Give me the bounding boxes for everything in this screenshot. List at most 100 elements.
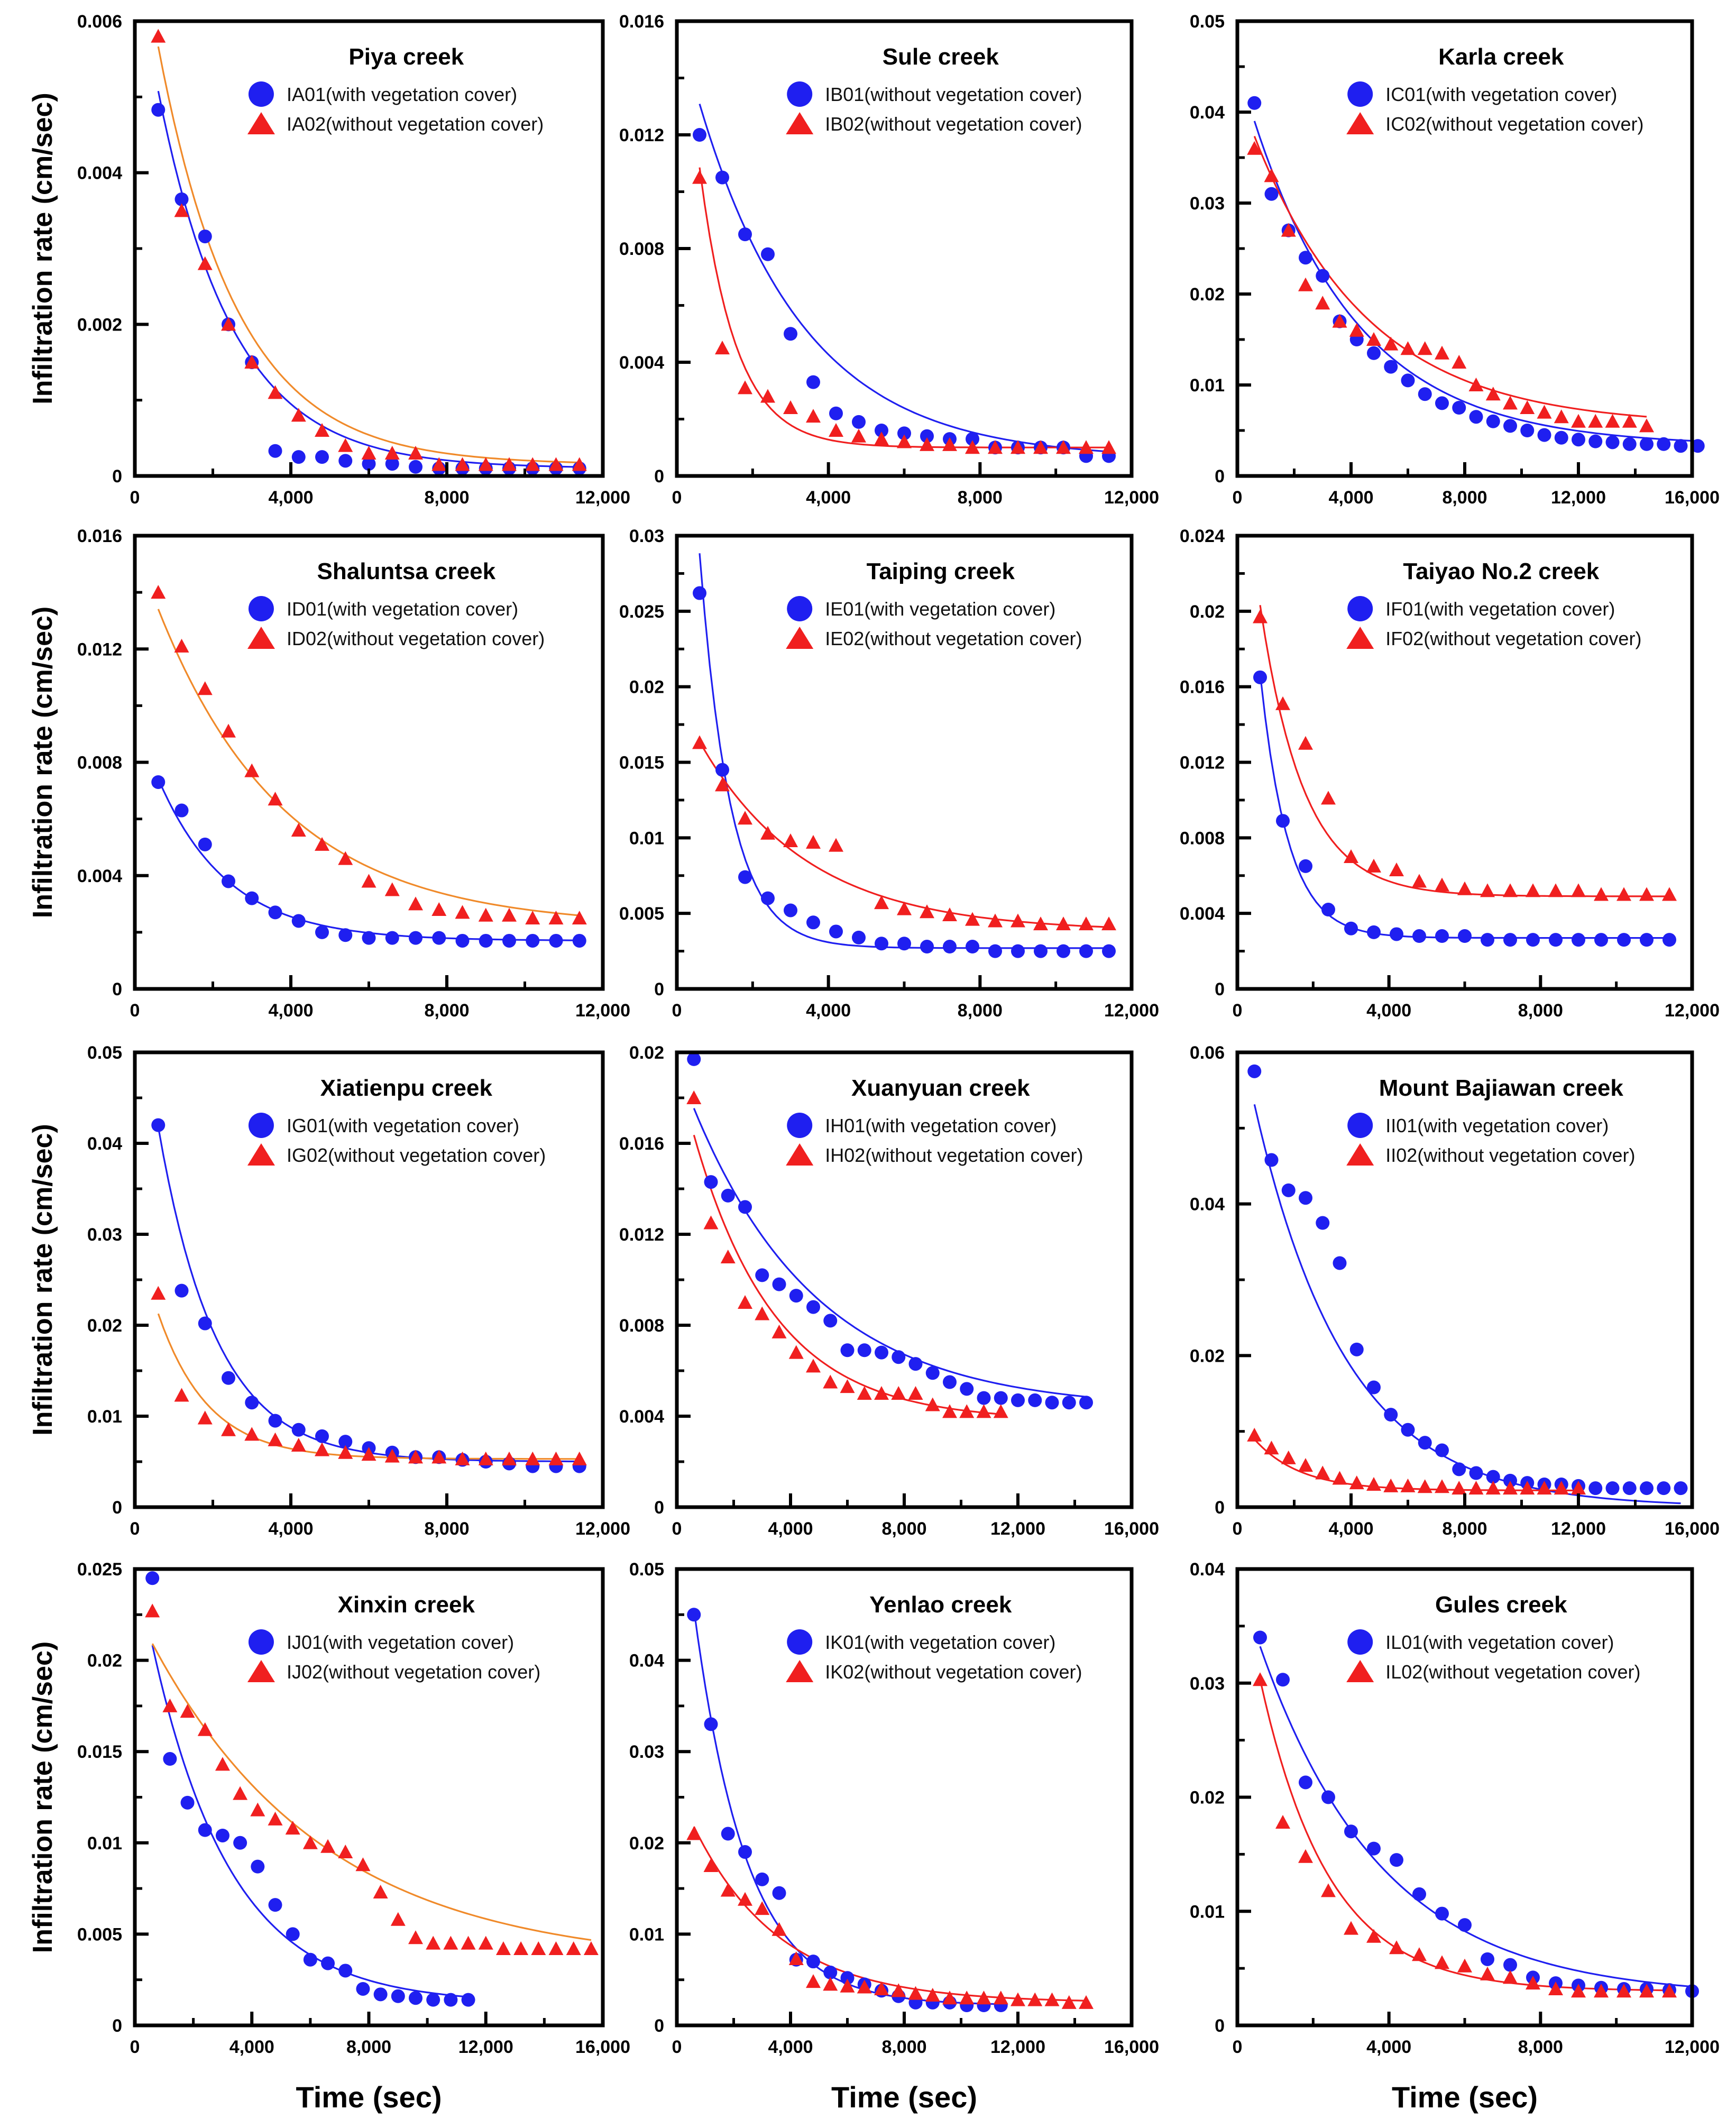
x-tick-label: 4,000 [806, 488, 851, 508]
data-point [548, 1941, 564, 1956]
data-point [925, 1397, 940, 1411]
y-tick-label: 0.024 [1180, 526, 1225, 546]
chart-title: Taiping creek [867, 558, 1015, 584]
data-point [443, 1935, 458, 1950]
chart-panel: 0 4,000 8,000 12,000 0 0.005 0.01 0.015 0.02 0.02… [619, 526, 1159, 1021]
data-point [715, 341, 730, 355]
data-point [1435, 1955, 1449, 1969]
data-point [384, 882, 400, 896]
fit-curve [693, 1108, 1087, 1398]
data-point [151, 29, 166, 43]
data-point [1418, 387, 1432, 401]
data-point [738, 380, 752, 395]
data-point [1033, 440, 1048, 454]
x-tick-label: 12,000 [575, 1001, 630, 1021]
data-point [291, 914, 306, 928]
data-point [783, 400, 798, 414]
data-point [1366, 1929, 1381, 1943]
chart-panel: 0 4,000 8,000 12,000 16,000 0 0.005 0.01 0.015 0.… [27, 1560, 630, 2114]
data-point [789, 1289, 803, 1303]
data-point [1349, 1475, 1364, 1490]
data-point [840, 1379, 855, 1393]
y-tick-label: 0.04 [87, 1134, 122, 1154]
data-point [1102, 944, 1116, 958]
data-point [338, 851, 353, 865]
y-tick-label: 0.06 [1190, 1043, 1225, 1063]
legend-label: IG01(with vegetation cover) [287, 1115, 519, 1136]
data-point [703, 1858, 719, 1872]
data-point [1639, 418, 1654, 433]
data-point [1554, 430, 1568, 445]
y-tick-label: 0.02 [1190, 1788, 1225, 1808]
data-point [338, 438, 353, 452]
data-point [829, 838, 843, 852]
chart-title: Shaluntsa creek [317, 558, 496, 584]
data-point [738, 1892, 752, 1906]
fit-curve [699, 104, 1109, 453]
data-point [761, 891, 775, 905]
x-tick-label: 8,000 [1442, 1519, 1487, 1539]
y-axis-label: Infiltration rate (cm/sec) [27, 93, 58, 404]
x-axis-label: Time (sec) [296, 2080, 442, 2114]
data-point [461, 1993, 475, 2007]
data-point [1299, 1775, 1312, 1790]
data-point [1367, 1841, 1381, 1856]
data-point [1452, 355, 1467, 369]
data-point [857, 1343, 871, 1357]
data-point [583, 1941, 599, 1956]
data-point [1526, 1976, 1540, 1990]
y-tick-label: 0.01 [629, 828, 664, 848]
data-point [268, 792, 283, 806]
data-point [197, 681, 213, 695]
data-point [852, 930, 866, 944]
data-point [976, 1404, 991, 1418]
y-tick-label: 0.016 [619, 12, 664, 32]
legend-label: ID02(without vegetation cover) [287, 628, 545, 649]
data-point [268, 905, 282, 920]
x-tick-label: 8,000 [424, 488, 469, 508]
x-tick-label: 0 [130, 1001, 140, 1021]
data-point [384, 1448, 400, 1463]
data-point [174, 803, 189, 818]
data-point [925, 1988, 940, 2002]
data-point [857, 1386, 872, 1400]
data-point [761, 247, 775, 261]
data-point [993, 1990, 1008, 2005]
data-point [891, 1386, 906, 1400]
data-point [1390, 1853, 1403, 1867]
x-tick-label: 0 [672, 1519, 682, 1539]
data-point [1548, 883, 1563, 897]
data-point [1657, 1481, 1671, 1496]
data-point [686, 1826, 702, 1840]
data-point [1079, 916, 1094, 931]
data-point [1333, 1256, 1347, 1270]
x-axis-label: Time (sec) [1392, 2080, 1538, 2114]
y-tick-label: 0.05 [629, 1560, 664, 1580]
data-point [738, 1295, 752, 1309]
data-point [215, 1828, 229, 1842]
data-point [721, 1188, 735, 1203]
data-point [408, 1450, 423, 1464]
data-point [1458, 929, 1472, 943]
chart-title: Sule creek [883, 44, 999, 70]
data-point [180, 1704, 195, 1718]
x-tick-label: 4,000 [268, 1519, 313, 1539]
data-point [840, 1343, 855, 1357]
data-point [755, 1268, 769, 1282]
fit-curve [157, 90, 580, 468]
data-point [525, 457, 540, 471]
x-tick-label: 16,000 [575, 2037, 630, 2057]
data-point [1594, 933, 1608, 947]
x-tick-label: 4,000 [806, 1001, 851, 1021]
fit-curve [1259, 1646, 1693, 1988]
data-point [531, 1941, 546, 1956]
data-point [1033, 916, 1048, 931]
y-tick-label: 0.004 [77, 163, 122, 184]
data-point [1400, 1478, 1416, 1492]
data-point [1389, 1940, 1404, 1955]
chart-title: Xinxin creek [338, 1592, 475, 1618]
x-tick-label: 8,000 [1518, 1001, 1563, 1021]
y-tick-label: 0.01 [629, 1924, 664, 1944]
legend-label: IB01(without vegetation cover) [825, 84, 1082, 105]
data-point [1011, 1992, 1025, 2006]
